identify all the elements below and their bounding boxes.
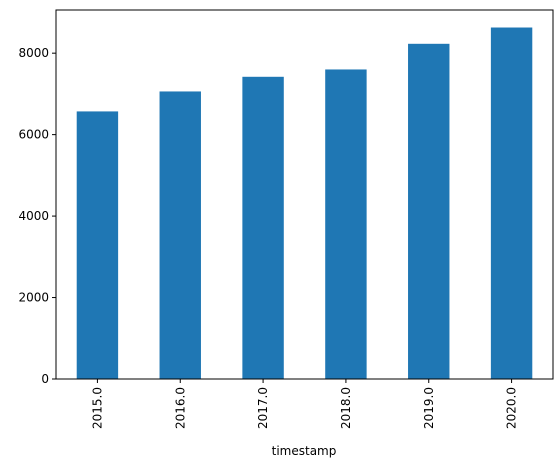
y-tick-label: 4000 — [18, 209, 49, 223]
y-tick-label: 2000 — [18, 291, 49, 305]
bar-2019-0 — [408, 43, 450, 380]
x-tick-label: 2016.0 — [173, 387, 187, 429]
x-axis-label: timestamp — [272, 444, 337, 458]
bar-2017-0 — [242, 76, 284, 379]
x-tick-label: 2015.0 — [90, 387, 104, 429]
bar-2016-0 — [159, 91, 201, 379]
bars-group — [76, 27, 533, 380]
y-tick-label: 0 — [41, 372, 49, 386]
x-axis: 2015.0 2016.0 2017.0 2018.0 2019.0 2020.0 — [90, 379, 519, 429]
bar-2018-0 — [325, 69, 367, 380]
bar-2020-0 — [490, 27, 533, 379]
plot-area — [56, 10, 553, 379]
x-tick-label: 2019.0 — [422, 387, 436, 429]
y-axis: 0 2000 4000 6000 8000 — [18, 46, 56, 386]
bar-2015-0 — [76, 111, 119, 379]
plot-frame — [55, 9, 554, 380]
x-tick-label: 2020.0 — [505, 387, 519, 429]
x-tick-label: 2018.0 — [339, 387, 353, 429]
x-tick-label: 2017.0 — [256, 387, 270, 429]
y-tick-label: 6000 — [18, 128, 49, 142]
y-tick-label: 8000 — [18, 46, 49, 60]
